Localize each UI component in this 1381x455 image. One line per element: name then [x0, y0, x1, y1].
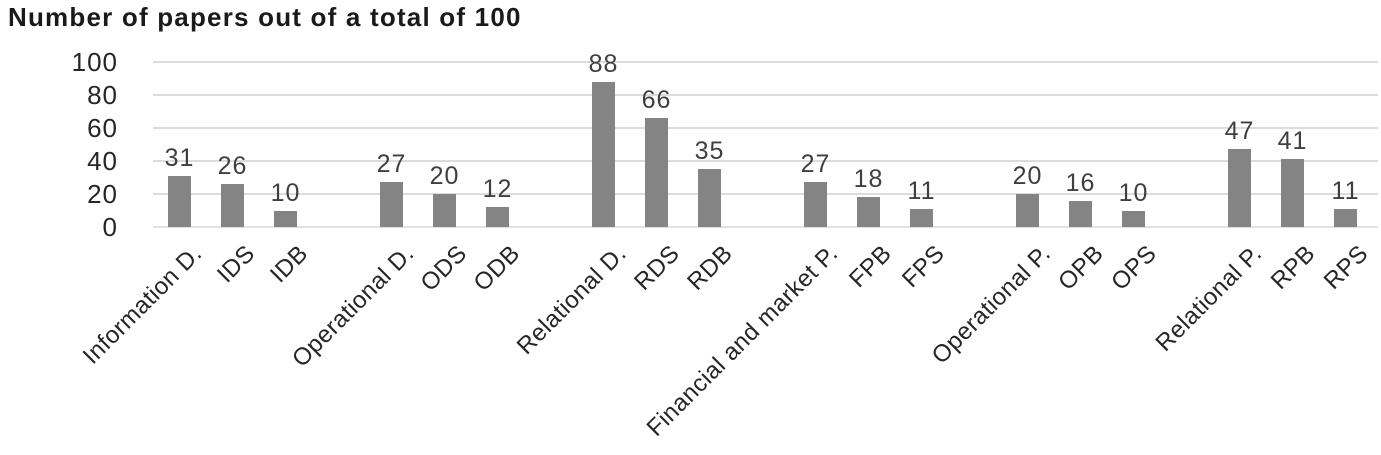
y-axis-tick-label: 20: [87, 179, 118, 209]
x-axis-category-label: FPS: [896, 240, 950, 293]
bar: [274, 210, 297, 227]
bar-value-label: 35: [694, 137, 725, 166]
y-axis-tick-label: 80: [87, 80, 118, 110]
bar: [1281, 159, 1304, 227]
bar: [1334, 208, 1357, 227]
bar: [486, 207, 509, 227]
bar: [592, 81, 615, 227]
y-axis-tick-label: 60: [87, 113, 118, 143]
x-axis-category-label: Information D.: [77, 240, 208, 370]
bar-value-label: 20: [1012, 162, 1043, 190]
x-axis-category-label: Relational P.: [1150, 240, 1268, 357]
x-axis-category-label: RDS: [628, 240, 685, 296]
bar: [1069, 200, 1092, 227]
chart-title: Number of papers out of a total of 100: [8, 2, 522, 32]
bar: [804, 182, 827, 227]
y-gridline: [153, 226, 1378, 228]
bar: [168, 175, 191, 227]
bar-value-label: 88: [588, 49, 619, 78]
bar-value-label: 16: [1065, 168, 1096, 197]
bar-value-label: 10: [270, 178, 301, 207]
bar: [1228, 149, 1251, 227]
bar-value-label: 20: [429, 162, 460, 190]
bar-value-label: 41: [1277, 127, 1308, 156]
x-axis-category-label: IDS: [212, 240, 261, 289]
bar: [380, 182, 403, 227]
bar: [698, 169, 721, 227]
x-axis-category-label: ODB: [468, 240, 526, 297]
x-axis-category-label: IDB: [265, 240, 314, 289]
bar-value-label: 18: [853, 165, 884, 194]
bar-value-label: 27: [376, 150, 407, 179]
bar-value-label: 27: [800, 150, 831, 179]
bar-value-label: 26: [217, 152, 248, 181]
x-axis-category-label: FPB: [843, 240, 897, 293]
x-axis-category-label: OPB: [1052, 240, 1109, 296]
bar-value-label: 12: [482, 175, 513, 204]
bar: [221, 184, 244, 227]
bar: [1016, 194, 1039, 227]
x-axis-category-label: RDB: [681, 240, 738, 296]
x-axis-category-label: ODS: [415, 240, 473, 297]
y-axis-tick-label: 100: [71, 47, 118, 77]
bar: [645, 118, 668, 227]
bar-value-label: 47: [1224, 117, 1255, 146]
y-axis-tick-label: 40: [87, 146, 118, 176]
y-gridline: [153, 61, 1378, 63]
y-gridline: [153, 160, 1378, 162]
y-gridline: [153, 94, 1378, 96]
bar-value-label: 31: [164, 143, 195, 172]
x-axis-category-label: OPS: [1105, 240, 1162, 296]
bar-value-label: 11: [907, 176, 936, 205]
y-gridline: [153, 193, 1378, 195]
x-axis-category-label: RPB: [1265, 240, 1321, 295]
bar: [910, 208, 933, 227]
y-gridline: [153, 127, 1378, 129]
bar-value-label: 66: [641, 86, 672, 115]
bar: [433, 194, 456, 227]
bar-value-label: 11: [1331, 176, 1360, 205]
x-axis-category-label: Relational D.: [511, 240, 632, 360]
bar-value-label: 10: [1118, 178, 1149, 207]
y-axis-tick-label: 0: [102, 212, 118, 242]
bar: [857, 197, 880, 227]
bar: [1122, 210, 1145, 227]
x-axis-category-label: RPS: [1318, 240, 1374, 295]
